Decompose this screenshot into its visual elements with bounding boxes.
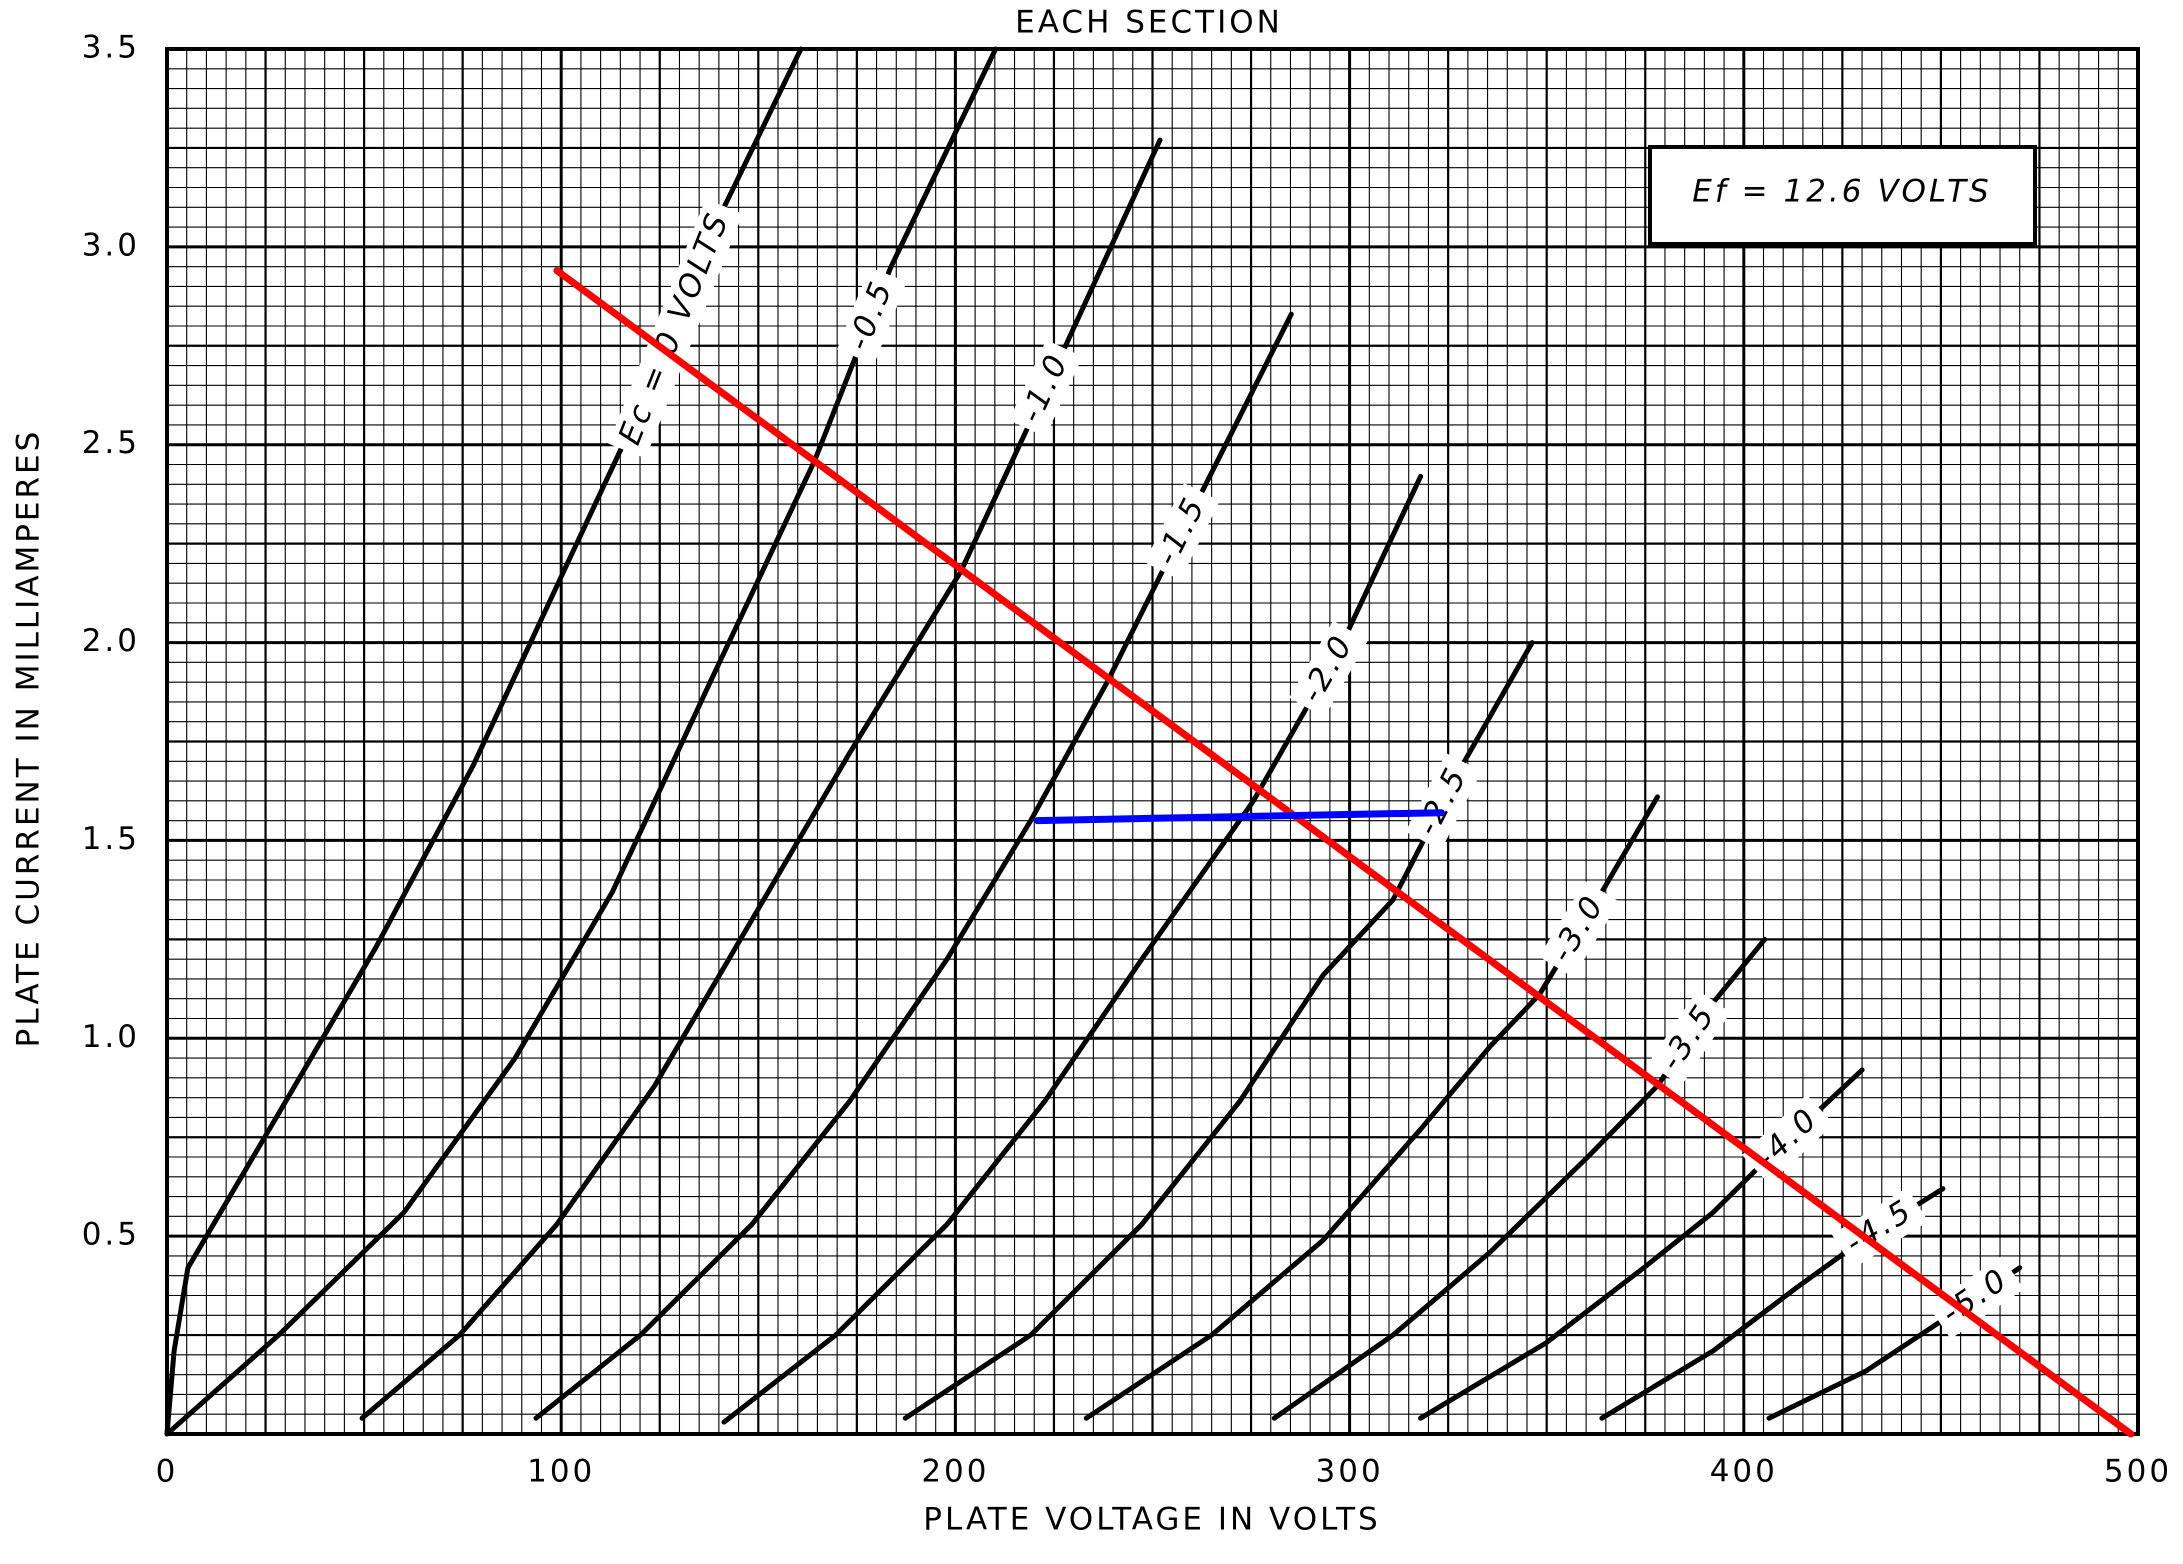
chart-title: EACH SECTION bbox=[1015, 5, 1283, 41]
y-axis-label: PLATE CURRENT IN MILLIAMPERES bbox=[11, 429, 47, 1048]
curve-label-background bbox=[1144, 483, 1220, 581]
curve-label-background bbox=[1928, 1256, 2024, 1339]
curve-label-background bbox=[1539, 880, 1620, 978]
series-line bbox=[553, 267, 2135, 1438]
series-line bbox=[1033, 809, 1445, 825]
y-tick-label: 0.5 bbox=[82, 1217, 140, 1253]
series-line bbox=[359, 137, 1163, 1421]
curve-label-background bbox=[836, 267, 907, 365]
x-tick-label: 100 bbox=[527, 1454, 595, 1490]
annotation: Ef = 12.6 VOLTS bbox=[1692, 174, 1991, 210]
grid bbox=[165, 47, 2140, 1436]
curve-label-background bbox=[1405, 753, 1482, 851]
x-tick-label: 300 bbox=[1316, 1454, 1384, 1490]
curve-label-background bbox=[1648, 990, 1731, 1086]
y-tick-label: 2.5 bbox=[82, 425, 140, 461]
x-tick-label: 400 bbox=[1710, 1454, 1778, 1490]
y-tick-label: 1.0 bbox=[82, 1019, 140, 1055]
curve-label-background bbox=[1831, 1187, 1929, 1269]
annotation-frame bbox=[1648, 145, 2037, 246]
curve-label-background bbox=[1289, 620, 1368, 718]
curve-label-background bbox=[608, 198, 743, 459]
x-tick-label: 0 bbox=[156, 1454, 179, 1490]
x-tick-label: 200 bbox=[921, 1454, 989, 1490]
y-tick-label: 2.0 bbox=[82, 623, 140, 659]
y-tick-label: 3.0 bbox=[82, 227, 140, 263]
annotation-box: Ef = 12.6 VOLTS bbox=[1648, 145, 2037, 246]
y-tick-label: 1.5 bbox=[82, 821, 140, 857]
y-tick-label: 3.5 bbox=[82, 30, 140, 66]
x-axis-label: PLATE VOLTAGE IN VOLTS bbox=[923, 1502, 1380, 1538]
plot-frame bbox=[165, 47, 2140, 1436]
x-tick-label: 500 bbox=[2104, 1454, 2172, 1490]
curve-label-background bbox=[1009, 339, 1083, 437]
